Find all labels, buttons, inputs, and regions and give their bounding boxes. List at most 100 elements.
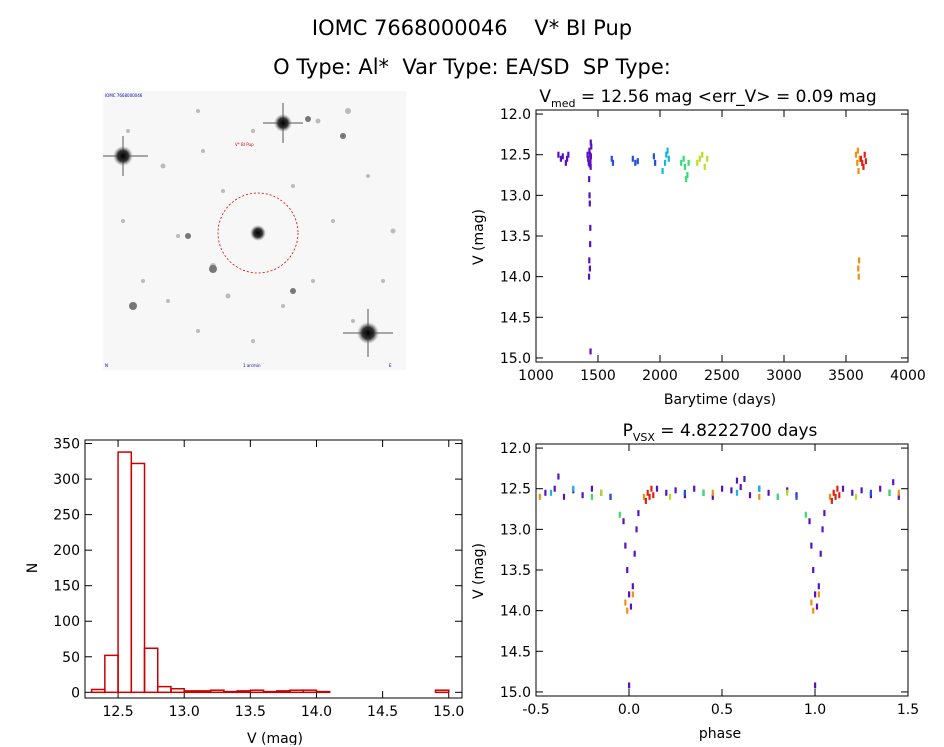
phasecurve-frame	[535, 443, 909, 697]
phasecurve-point-yellow	[786, 489, 789, 496]
phasecurve-xtick-label: 1.5	[897, 702, 919, 718]
lightcurve-point-group-2050	[667, 155, 670, 162]
lightcurve-point-group-1600	[652, 153, 655, 160]
histogram-xtick-label: 15.0	[433, 704, 464, 720]
lightcurve-xtick-label: 1000	[518, 368, 554, 384]
lightcurve-point-group-2050	[663, 159, 667, 166]
histogram-ytick-label: 50	[62, 650, 80, 666]
phasecurve-ytick-label: 15.0	[500, 685, 531, 701]
phasecurve-point-eclipse-purple	[633, 550, 636, 557]
phasecurve-point-base-purple	[557, 473, 560, 480]
phasecurve-point-base-purple	[748, 492, 752, 499]
lightcurve-point-group-3600	[856, 159, 859, 166]
lightcurve-point-group-3600	[858, 257, 861, 264]
phasecurve-point-red	[644, 497, 647, 504]
lightcurve-ytick-label: 12.5	[500, 148, 531, 164]
histogram-ytick-label: 200	[53, 543, 80, 559]
lightcurve-point-group-2050	[661, 167, 664, 174]
phasecurve-ylabel: V (mag)	[471, 543, 487, 599]
phasecurve-point-red	[652, 492, 655, 499]
phasecurve-point-eclipse-purple	[637, 510, 640, 517]
histogram-bar	[315, 690, 331, 694]
phasecurve-point-base-purple	[544, 489, 547, 496]
lightcurve-point-group-3640	[861, 159, 864, 166]
histogram-bar	[90, 688, 106, 694]
lightcurve-point-group-1600	[611, 159, 615, 166]
phasecurve-ytick-label: 13.0	[500, 522, 531, 538]
lightcurve-point-group-1200	[566, 155, 569, 162]
phasecurve-point-orange	[812, 607, 815, 614]
phasecurve-point-eclipse-purple	[812, 567, 815, 573]
phasecurve-point-orange	[817, 591, 820, 598]
phasecurve-xlabel: phase	[699, 726, 741, 742]
lightcurve-ytick-label: 13.0	[500, 188, 531, 204]
phasecurve-point-green	[618, 511, 621, 518]
phasecurve-xtick-label: -0.5	[522, 702, 549, 718]
phasecurve-point-base-purple	[841, 485, 845, 492]
lightcurve-point-group-1430	[586, 151, 589, 158]
phasecurve-point-base-purple	[892, 479, 895, 486]
phasecurve-point-eclipse-purple	[622, 518, 625, 525]
lightcurve-xtick-label: 3000	[766, 368, 802, 384]
lightcurve-point-group-3600	[857, 273, 860, 280]
phasecurve-point-base-purple	[562, 493, 566, 500]
lightcurve-point-group-3600	[857, 265, 860, 272]
phasecurve-point-blue	[609, 493, 612, 500]
histogram-bar	[104, 654, 119, 694]
lightcurve-point-group-1430	[588, 192, 591, 199]
lightcurve-point-group-1600	[636, 158, 639, 165]
phasecurve-ytick-label: 13.5	[500, 563, 531, 579]
histogram-bar	[249, 689, 265, 694]
phasecurve-ytick-label: 12.0	[500, 441, 531, 457]
phasecurve-point-orange	[758, 493, 761, 500]
phasecurve-point-eclipse-purple	[815, 603, 819, 610]
phasecurve-point-base-purple	[767, 489, 770, 496]
phasecurve-point-cyan	[735, 489, 739, 496]
phasecurve-ytick-label: 14.5	[500, 644, 531, 660]
histogram-bar	[143, 647, 159, 694]
object-types: O Type: Al* Var Type: EA/SD SP Type:	[273, 55, 671, 79]
lightcurve-ytick-label: 14.0	[500, 270, 531, 286]
finder-label-bottom-left: N	[105, 363, 108, 368]
lightcurve-point-group-2200	[680, 159, 683, 166]
phasecurve-point-green	[590, 493, 593, 500]
histogram-ytick-label: 300	[53, 472, 80, 488]
phasecurve-point-green	[776, 493, 779, 500]
histogram-bar	[434, 689, 450, 694]
histogram-xtick-label: 13.5	[235, 704, 266, 720]
lightcurve-point-group-2350	[706, 155, 709, 162]
lightcurve-point-group-2200	[687, 159, 690, 166]
histogram-frame	[84, 439, 463, 699]
phasecurve-ytick-label: 14.0	[500, 604, 531, 620]
lightcurve-point-group-2350	[696, 159, 699, 166]
histogram-ytick-label: 150	[53, 579, 80, 595]
phasecurve-chart: -0.5 0.0 0.5 1.0 1.5 12.0 12.5 13.0 13.5 14.0 14.5…	[471, 421, 919, 742]
histogram-bar	[289, 689, 305, 694]
phasecurve-point-base-purple	[655, 485, 659, 492]
phasecurve-point-red	[650, 485, 653, 492]
phasecurve-point-red	[646, 489, 649, 496]
lightcurve-point-group-1430	[589, 153, 593, 160]
lightcurve-point-group-1600	[631, 155, 634, 162]
histogram-bar	[196, 690, 212, 694]
histogram-ylabel: N	[25, 563, 41, 573]
phasecurve-point-base-purple	[693, 485, 696, 492]
lightcurve-point-group-1200	[557, 151, 560, 158]
phasecurve-point-yellow	[854, 493, 858, 500]
lightcurve-xtick-label: 1500	[580, 368, 616, 384]
phasecurve-point-eclipse-purple	[810, 542, 813, 549]
histogram-xtick-label: 14.0	[301, 704, 332, 720]
histogram-xtick-label: 13.0	[169, 704, 200, 720]
lightcurve-point-group-1430	[589, 348, 592, 355]
phasecurve-point-base-purple	[721, 485, 724, 492]
histogram-bar	[170, 688, 185, 694]
lightcurve-point-group-1600	[654, 159, 657, 166]
histogram-ytick-label: 0	[71, 685, 80, 701]
lightcurve-point-group-1430	[589, 163, 592, 170]
lightcurve-xtick-label: 4000	[890, 368, 926, 384]
lightcurve-point-group-2050	[665, 151, 668, 158]
phasecurve-point-eclipse-purple	[814, 682, 817, 689]
lightcurve-point-group-2050	[666, 147, 669, 154]
lightcurve-point-group-1430	[589, 139, 592, 146]
lightcurve-point-group-1430	[587, 155, 590, 162]
